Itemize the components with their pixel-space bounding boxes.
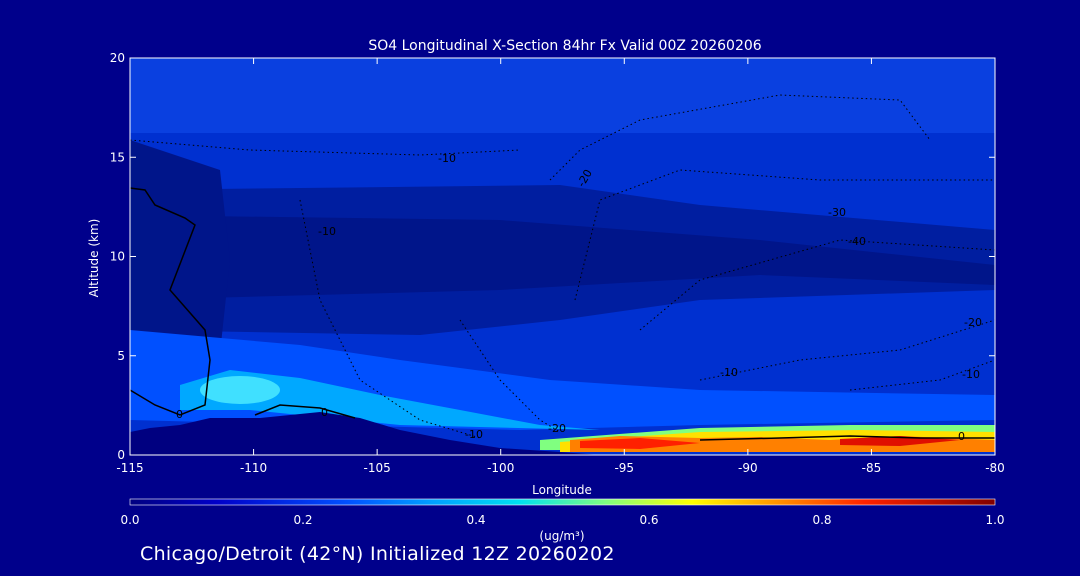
zero-contour-mid [254,404,356,419]
contour-label: -30 [828,206,846,219]
y-tick-label: 15 [110,150,125,164]
contour-label: -10 [318,225,336,238]
run-info-subtitle: Chicago/Detroit (42°N) Initialized 12Z 2… [140,543,615,565]
near-surface-cyan [180,370,600,430]
x-tick-label: -80 [985,461,1005,475]
contour-label: 0 [958,430,965,443]
dotted-contour-5 [574,169,995,301]
x-tick-label: -90 [738,461,758,475]
colorbar-tick-label: 0.4 [466,513,485,527]
colorbar-unit-label: (ug/m³) [539,529,584,543]
dotted-contours [130,94,995,439]
x-tick-label: -105 [364,461,391,475]
y-tick-label: 5 [117,349,125,363]
surface-hotspot-west [580,438,700,449]
contour-label: -10 [438,152,456,165]
colorbar: 0.0 0.2 0.4 0.6 0.8 1.0 (ug/m³) [120,498,1005,543]
contour-label: -10 [720,366,738,379]
terrain [130,412,600,455]
colorbar-tick-label: 0.2 [293,513,312,527]
colorbar-gradient [129,498,996,506]
dotted-contour-8 [849,359,995,391]
y-tick-label: 0 [117,448,125,462]
dotted-contour-2 [299,199,481,439]
contour-label: -20 [964,316,982,329]
dotted-contour-3 [459,319,561,433]
cyan-plume [200,376,280,404]
contour-label: 0 [321,406,328,419]
x-tick-label: -100 [487,461,514,475]
contour-lines [130,187,995,441]
chart-title: SO4 Longitudinal X-Section 84hr Fx Valid… [368,38,761,54]
x-tick-label: -110 [240,461,267,475]
colorbar-tick-label: 0.0 [120,513,139,527]
contour-label: -20 [548,422,566,435]
contour-label: -40 [848,235,866,248]
x-axis-label: Longitude [532,483,592,497]
y-tick-label: 20 [110,51,125,65]
y-tick-label: 10 [110,250,125,264]
x-tick-label: -115 [116,461,143,475]
upper-band [130,58,995,133]
y-axis-label: Altitude (km) [87,219,101,298]
contour-label: -10 [465,428,483,441]
x-tick-label: -95 [614,461,634,475]
contour-label: 0 [176,408,183,421]
mid-darker-band [130,215,995,300]
plot-area: 0 0 0 -10 -10 -20 -20 -30 -40 -10 -10 -2… [130,58,995,455]
dotted-contour-4 [549,94,931,181]
x-tick-label: -85 [862,461,882,475]
dotted-contour-7 [699,319,995,381]
contour-labels: 0 0 0 -10 -10 -20 -20 -30 -40 -10 -10 -2… [176,152,982,443]
colorbar-tick-label: 0.8 [812,513,831,527]
colorbar-ticks: 0.0 0.2 0.4 0.6 0.8 1.0 [120,513,1004,527]
colorbar-tick-label: 0.6 [639,513,658,527]
contour-label: -10 [962,368,980,381]
zero-contour-surface [699,435,995,441]
zero-contour-left [130,187,211,416]
colorbar-tick-label: 1.0 [985,513,1004,527]
